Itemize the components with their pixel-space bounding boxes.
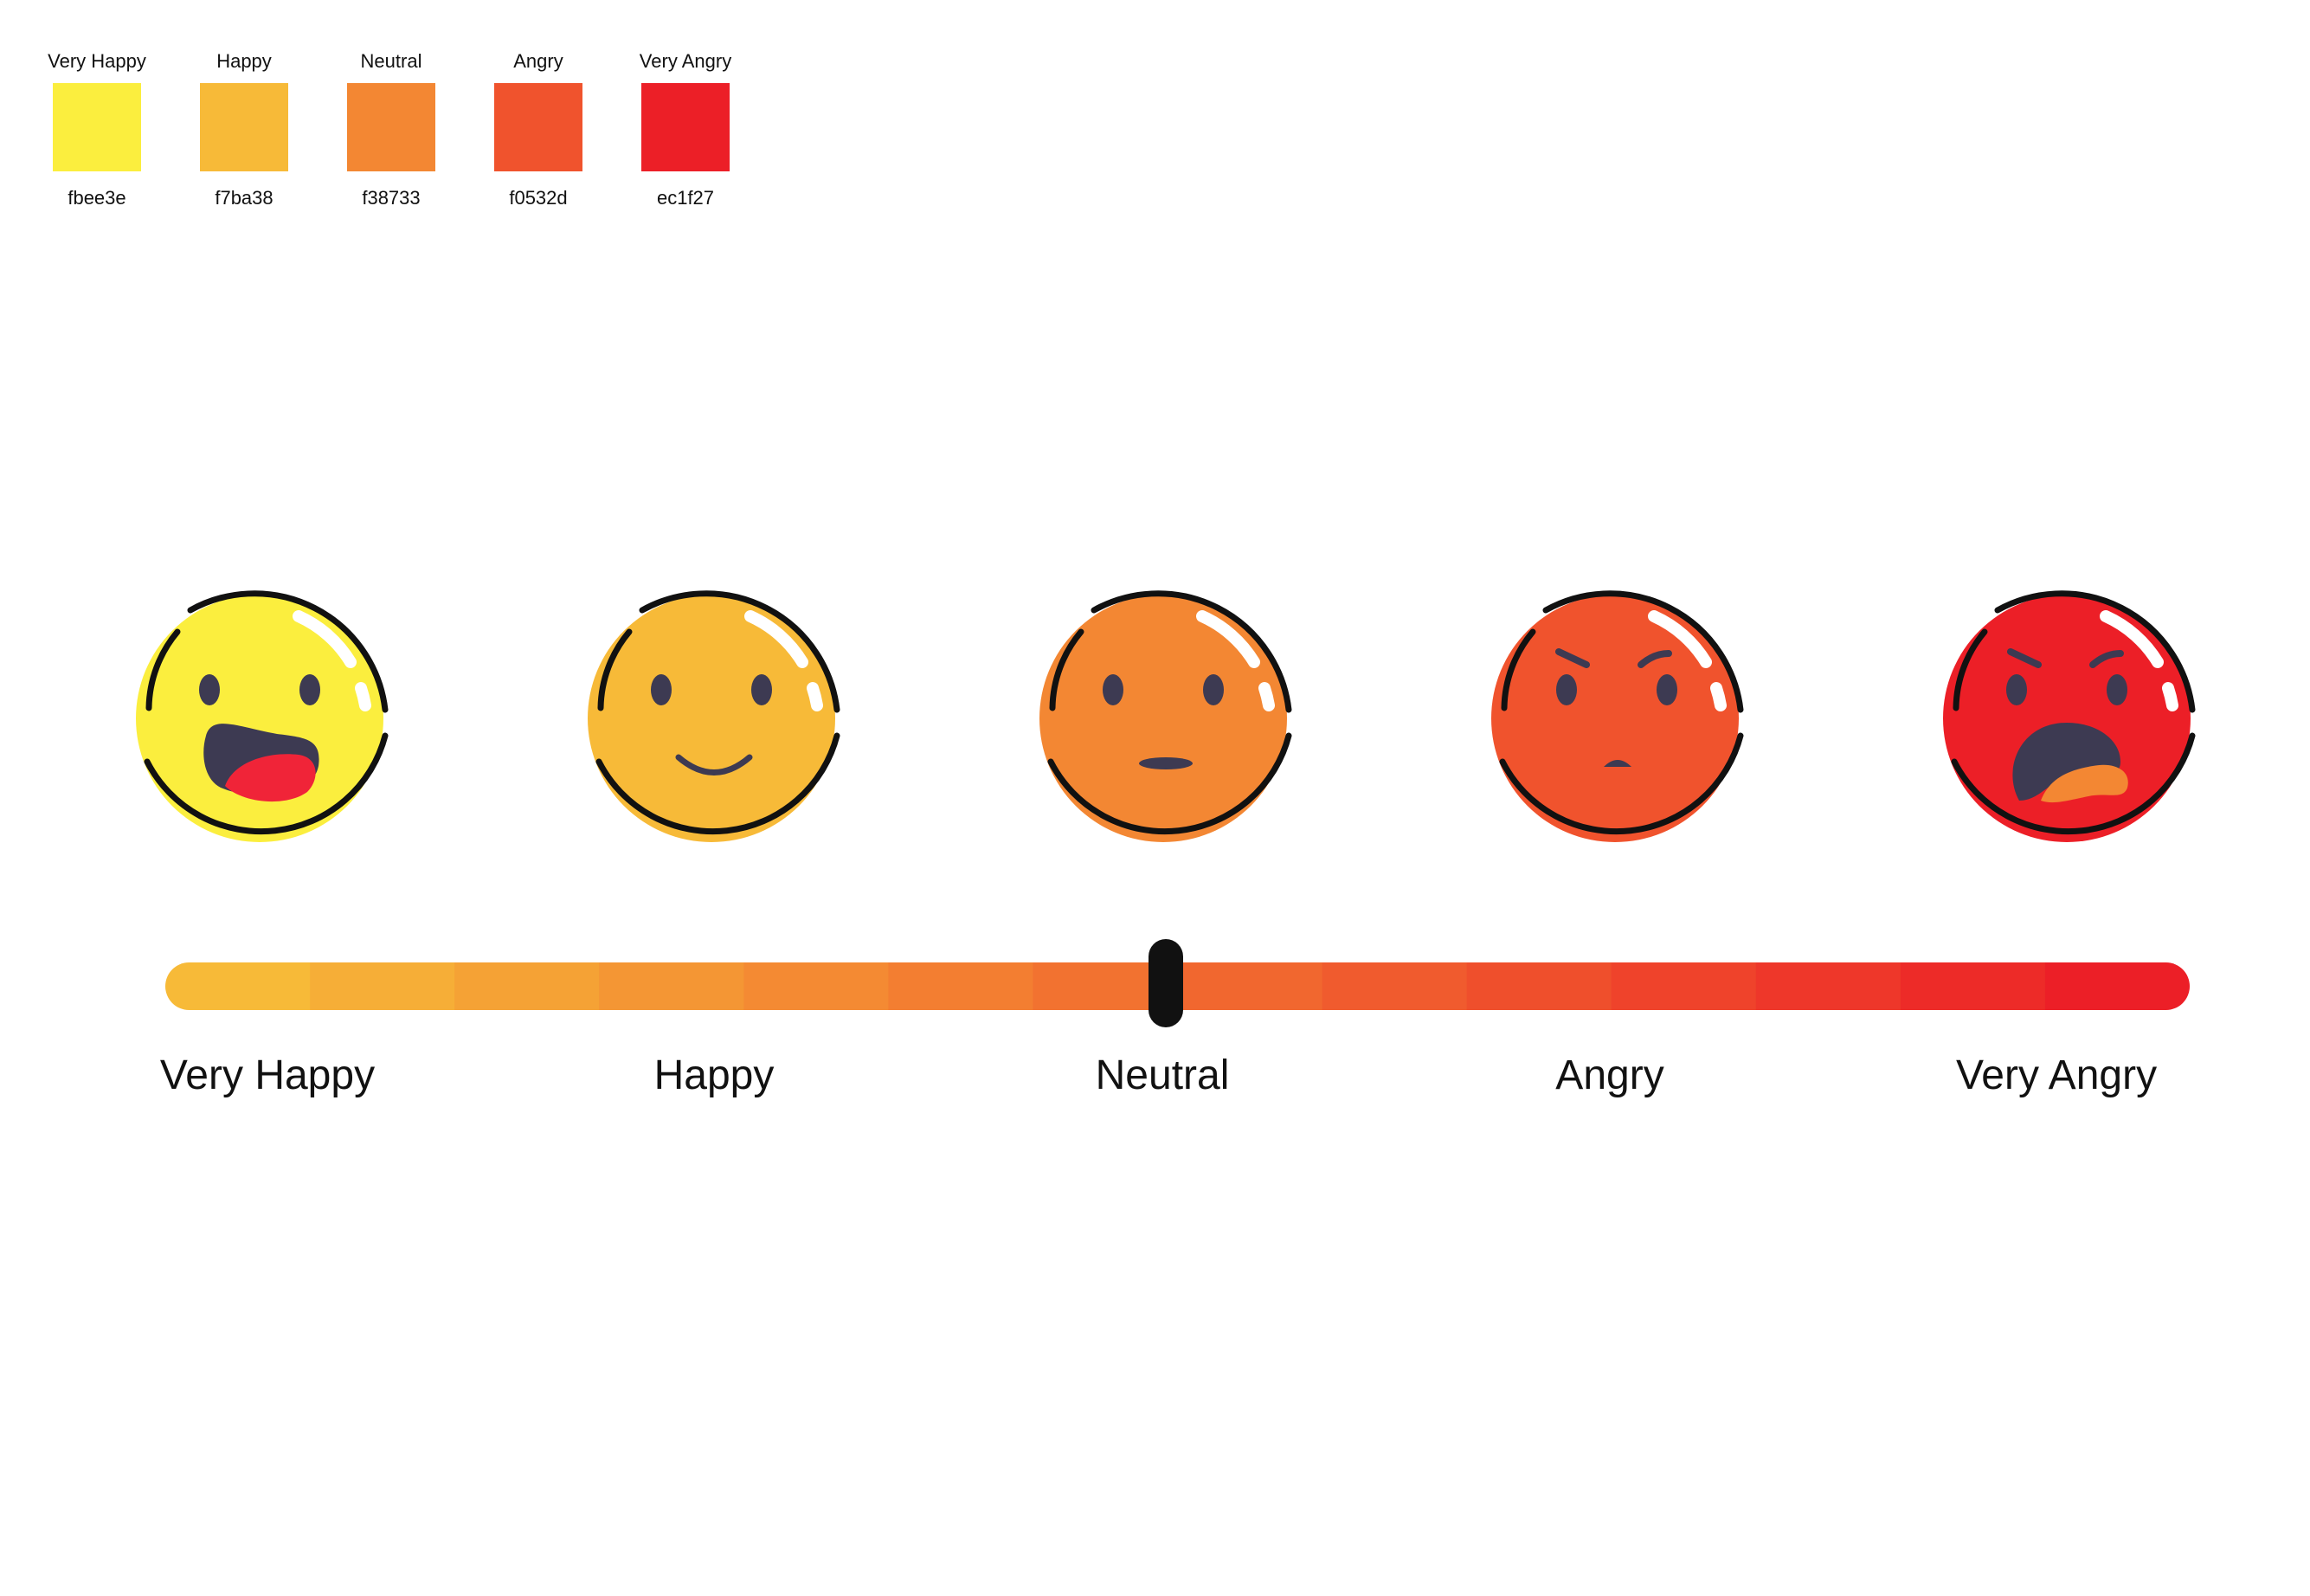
very-happy-face-icon[interactable] [136,590,389,842]
mood-scale-bar[interactable] [165,962,2191,1010]
swatch-hex-code: f7ba38 [215,187,273,209]
scale-segment [888,962,1034,1010]
very-angry-face-icon[interactable] [1943,590,2196,842]
scale-label-neutral: Neutral [1095,1052,1230,1098]
happy-face-icon[interactable] [588,590,840,842]
swatch-label: Angry [513,50,563,72]
swatch-label: Neutral [360,50,422,72]
swatch-hex-code: ec1f27 [656,187,715,209]
swatch-hex-code: f0532d [509,187,568,209]
scale-segment [310,962,456,1010]
angry-face-icon[interactable] [1491,590,1744,842]
scale-handle[interactable] [1149,939,1183,1027]
swatch-hex-code: f38733 [362,187,421,209]
scale-segment [599,962,745,1010]
swatch-hex-code: fbee3e [68,187,126,209]
swatch-color [641,83,730,171]
swatch-very-angry: Very Angry ec1f27 [612,50,759,209]
scale-segment [1322,962,1468,1010]
swatch-very-happy: Very Happy fbee3e [23,50,171,209]
scale-segment [165,962,312,1010]
scale-segment [1755,962,1901,1010]
swatch-label: Happy [216,50,272,72]
scale-segment [1466,962,1612,1010]
swatch-neutral: Neutral f38733 [318,50,465,209]
scale-segment [1177,962,1323,1010]
scale-segment [2044,962,2190,1010]
scale-segment [1900,962,2046,1010]
scale-label-happy: Happy [653,1052,775,1098]
scale-label-very-angry: Very Angry [1955,1052,2158,1098]
swatch-happy: Happy f7ba38 [171,50,318,209]
swatch-color [53,83,141,171]
swatch-color [347,83,435,171]
swatch-angry: Angry f0532d [465,50,612,209]
scale-segment [1611,962,1757,1010]
neutral-face-icon[interactable] [1039,590,1292,842]
swatch-label: Very Angry [639,50,732,72]
scale-segment [454,962,601,1010]
scale-segment [743,962,890,1010]
swatch-label: Very Happy [48,50,146,72]
scale-label-angry: Angry [1555,1052,1664,1098]
scale-label-very-happy: Very Happy [159,1052,376,1098]
swatch-color [494,83,582,171]
swatch-color [200,83,288,171]
